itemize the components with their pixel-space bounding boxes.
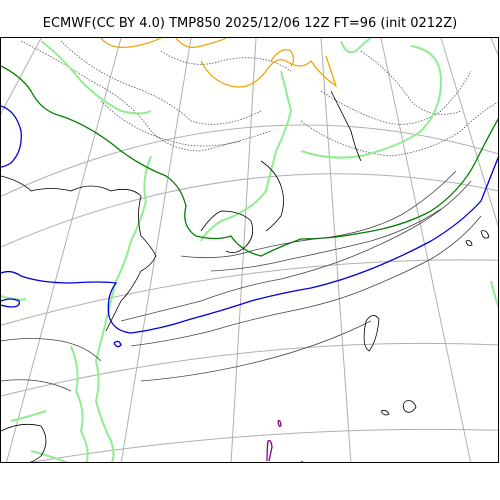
isotherm-blue bbox=[1, 105, 498, 348]
isotherms-dotted bbox=[20, 40, 498, 157]
longitude-line bbox=[490, 38, 498, 57]
isotherms-thin bbox=[1, 170, 482, 392]
longitude-line bbox=[380, 38, 472, 462]
map-panel bbox=[0, 37, 499, 463]
latitude-line bbox=[1, 173, 498, 248]
isotherm-purple bbox=[266, 419, 304, 462]
isotherm-orange bbox=[100, 38, 338, 88]
coastline-southwest bbox=[1, 423, 47, 462]
latitude-line bbox=[1, 259, 498, 326]
longitude-line bbox=[1, 38, 42, 115]
coastline-island bbox=[480, 230, 490, 239]
coastline-island bbox=[465, 240, 473, 246]
coastline-island bbox=[380, 410, 390, 416]
coastline-island bbox=[402, 400, 417, 413]
temperature-map bbox=[1, 38, 498, 462]
coastline-korea bbox=[105, 270, 142, 332]
longitude-line bbox=[230, 38, 257, 462]
isotherms-lightgreen bbox=[1, 38, 498, 462]
latitude-line bbox=[29, 428, 498, 462]
longitude-line bbox=[120, 38, 192, 462]
longitude-line bbox=[6, 38, 122, 462]
coastlines bbox=[1, 90, 490, 462]
isotherm-green bbox=[1, 65, 498, 257]
coastline-japan-north bbox=[260, 160, 284, 232]
coastline-japan bbox=[200, 210, 254, 254]
longitude-line bbox=[320, 38, 352, 462]
graticule bbox=[1, 38, 498, 462]
coastline-continent bbox=[1, 175, 157, 272]
coastline-island bbox=[363, 315, 380, 352]
map-title: ECMWF(CC BY 4.0) TMP850 2025/12/06 12Z F… bbox=[42, 16, 458, 31]
longitude-line bbox=[440, 38, 498, 228]
coastline-kamchatka bbox=[330, 90, 362, 162]
